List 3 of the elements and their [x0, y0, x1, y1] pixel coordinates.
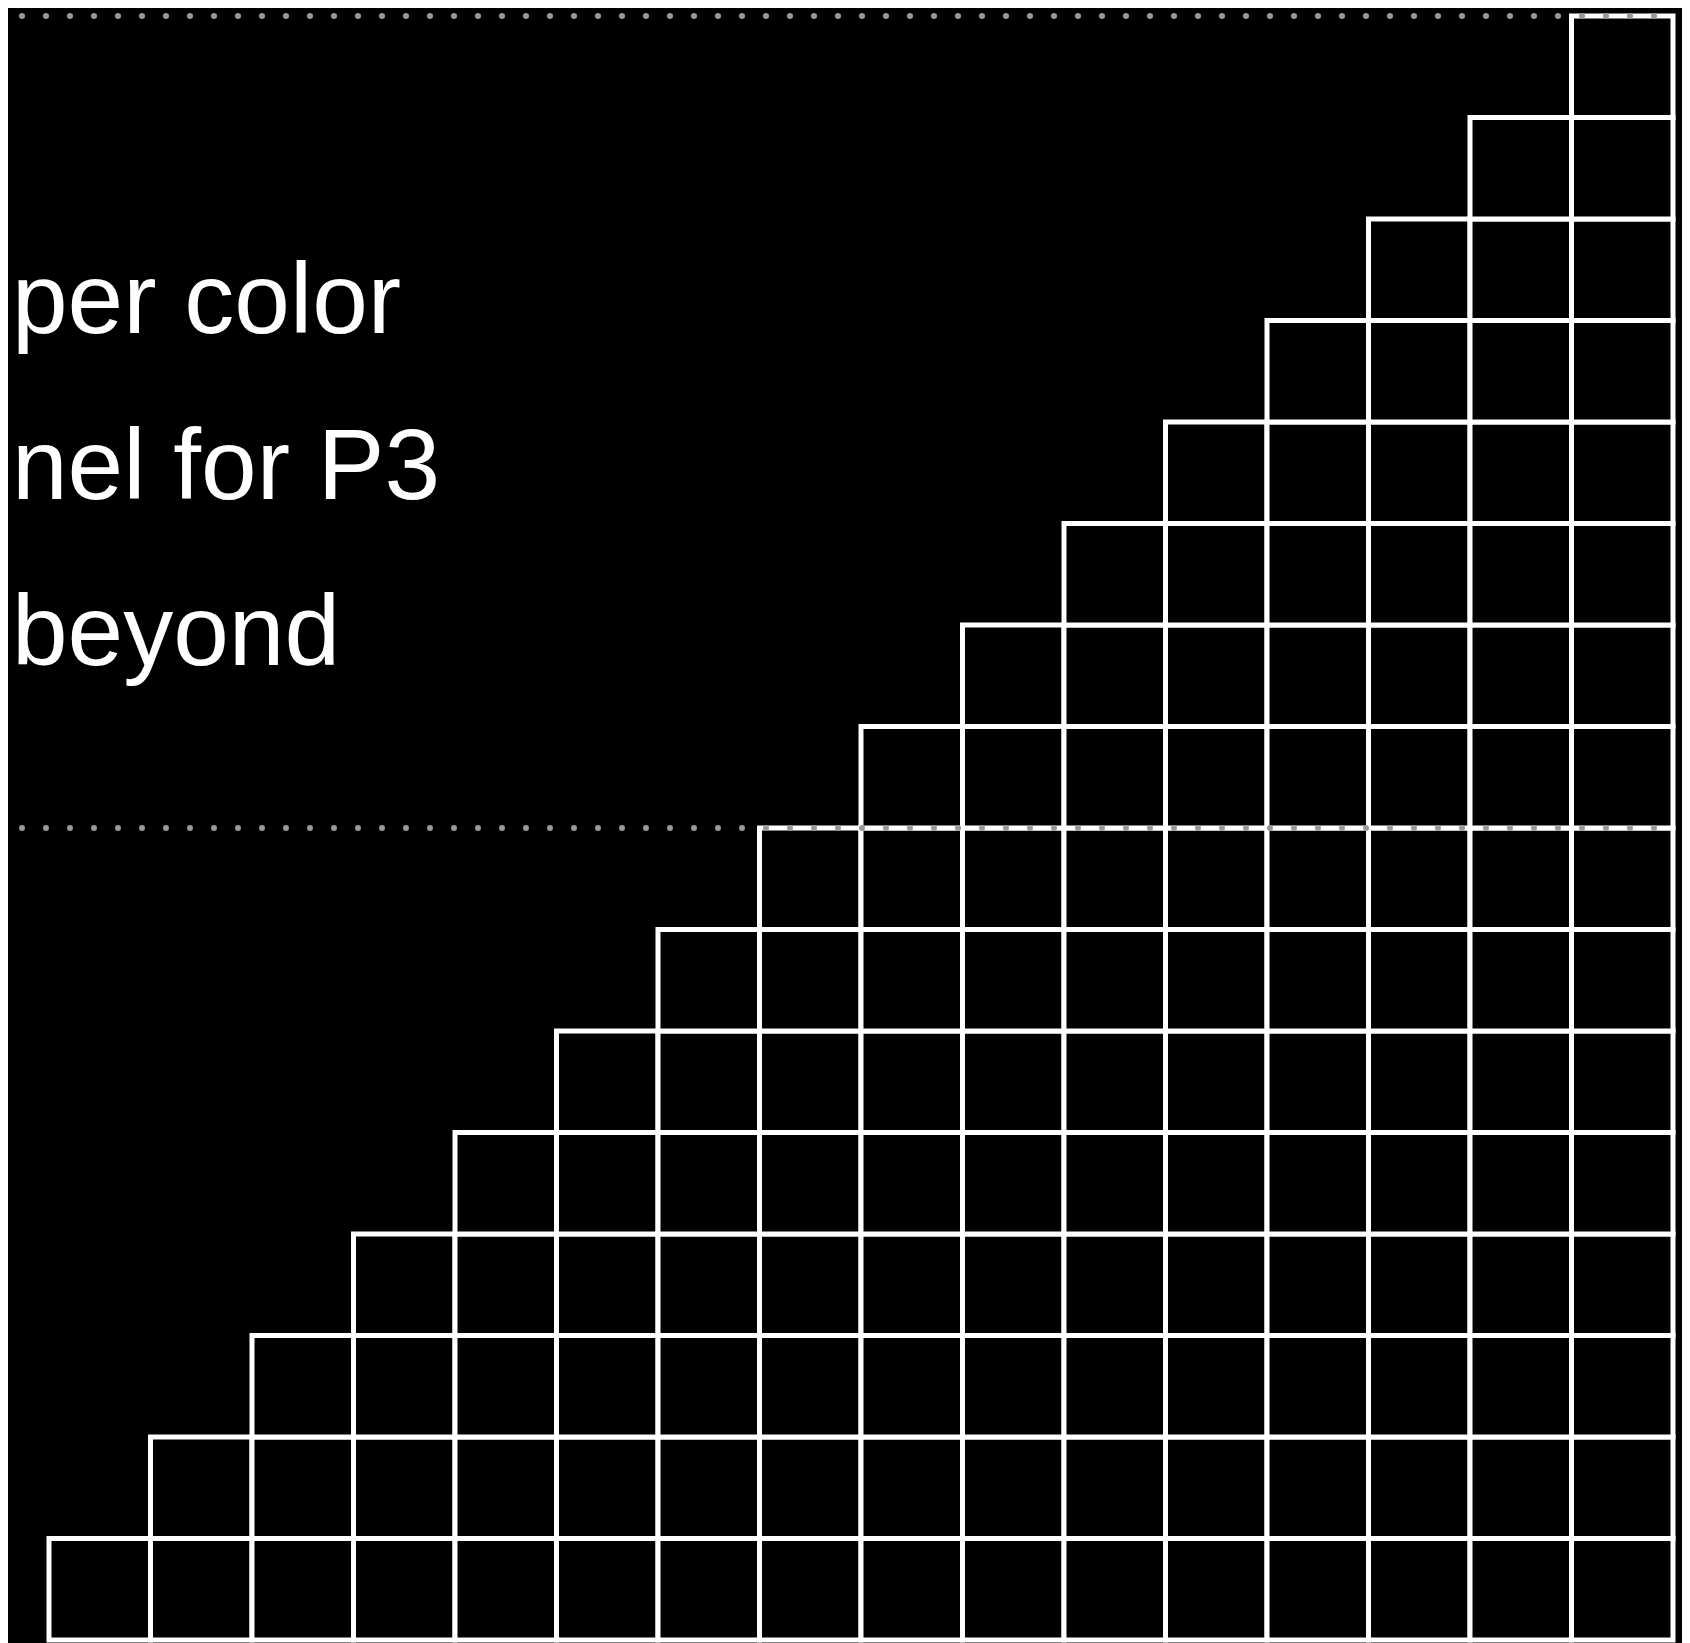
annotation: nel for P3	[12, 408, 441, 520]
annotation: beyond	[12, 574, 341, 686]
annotation: per color	[12, 242, 402, 354]
